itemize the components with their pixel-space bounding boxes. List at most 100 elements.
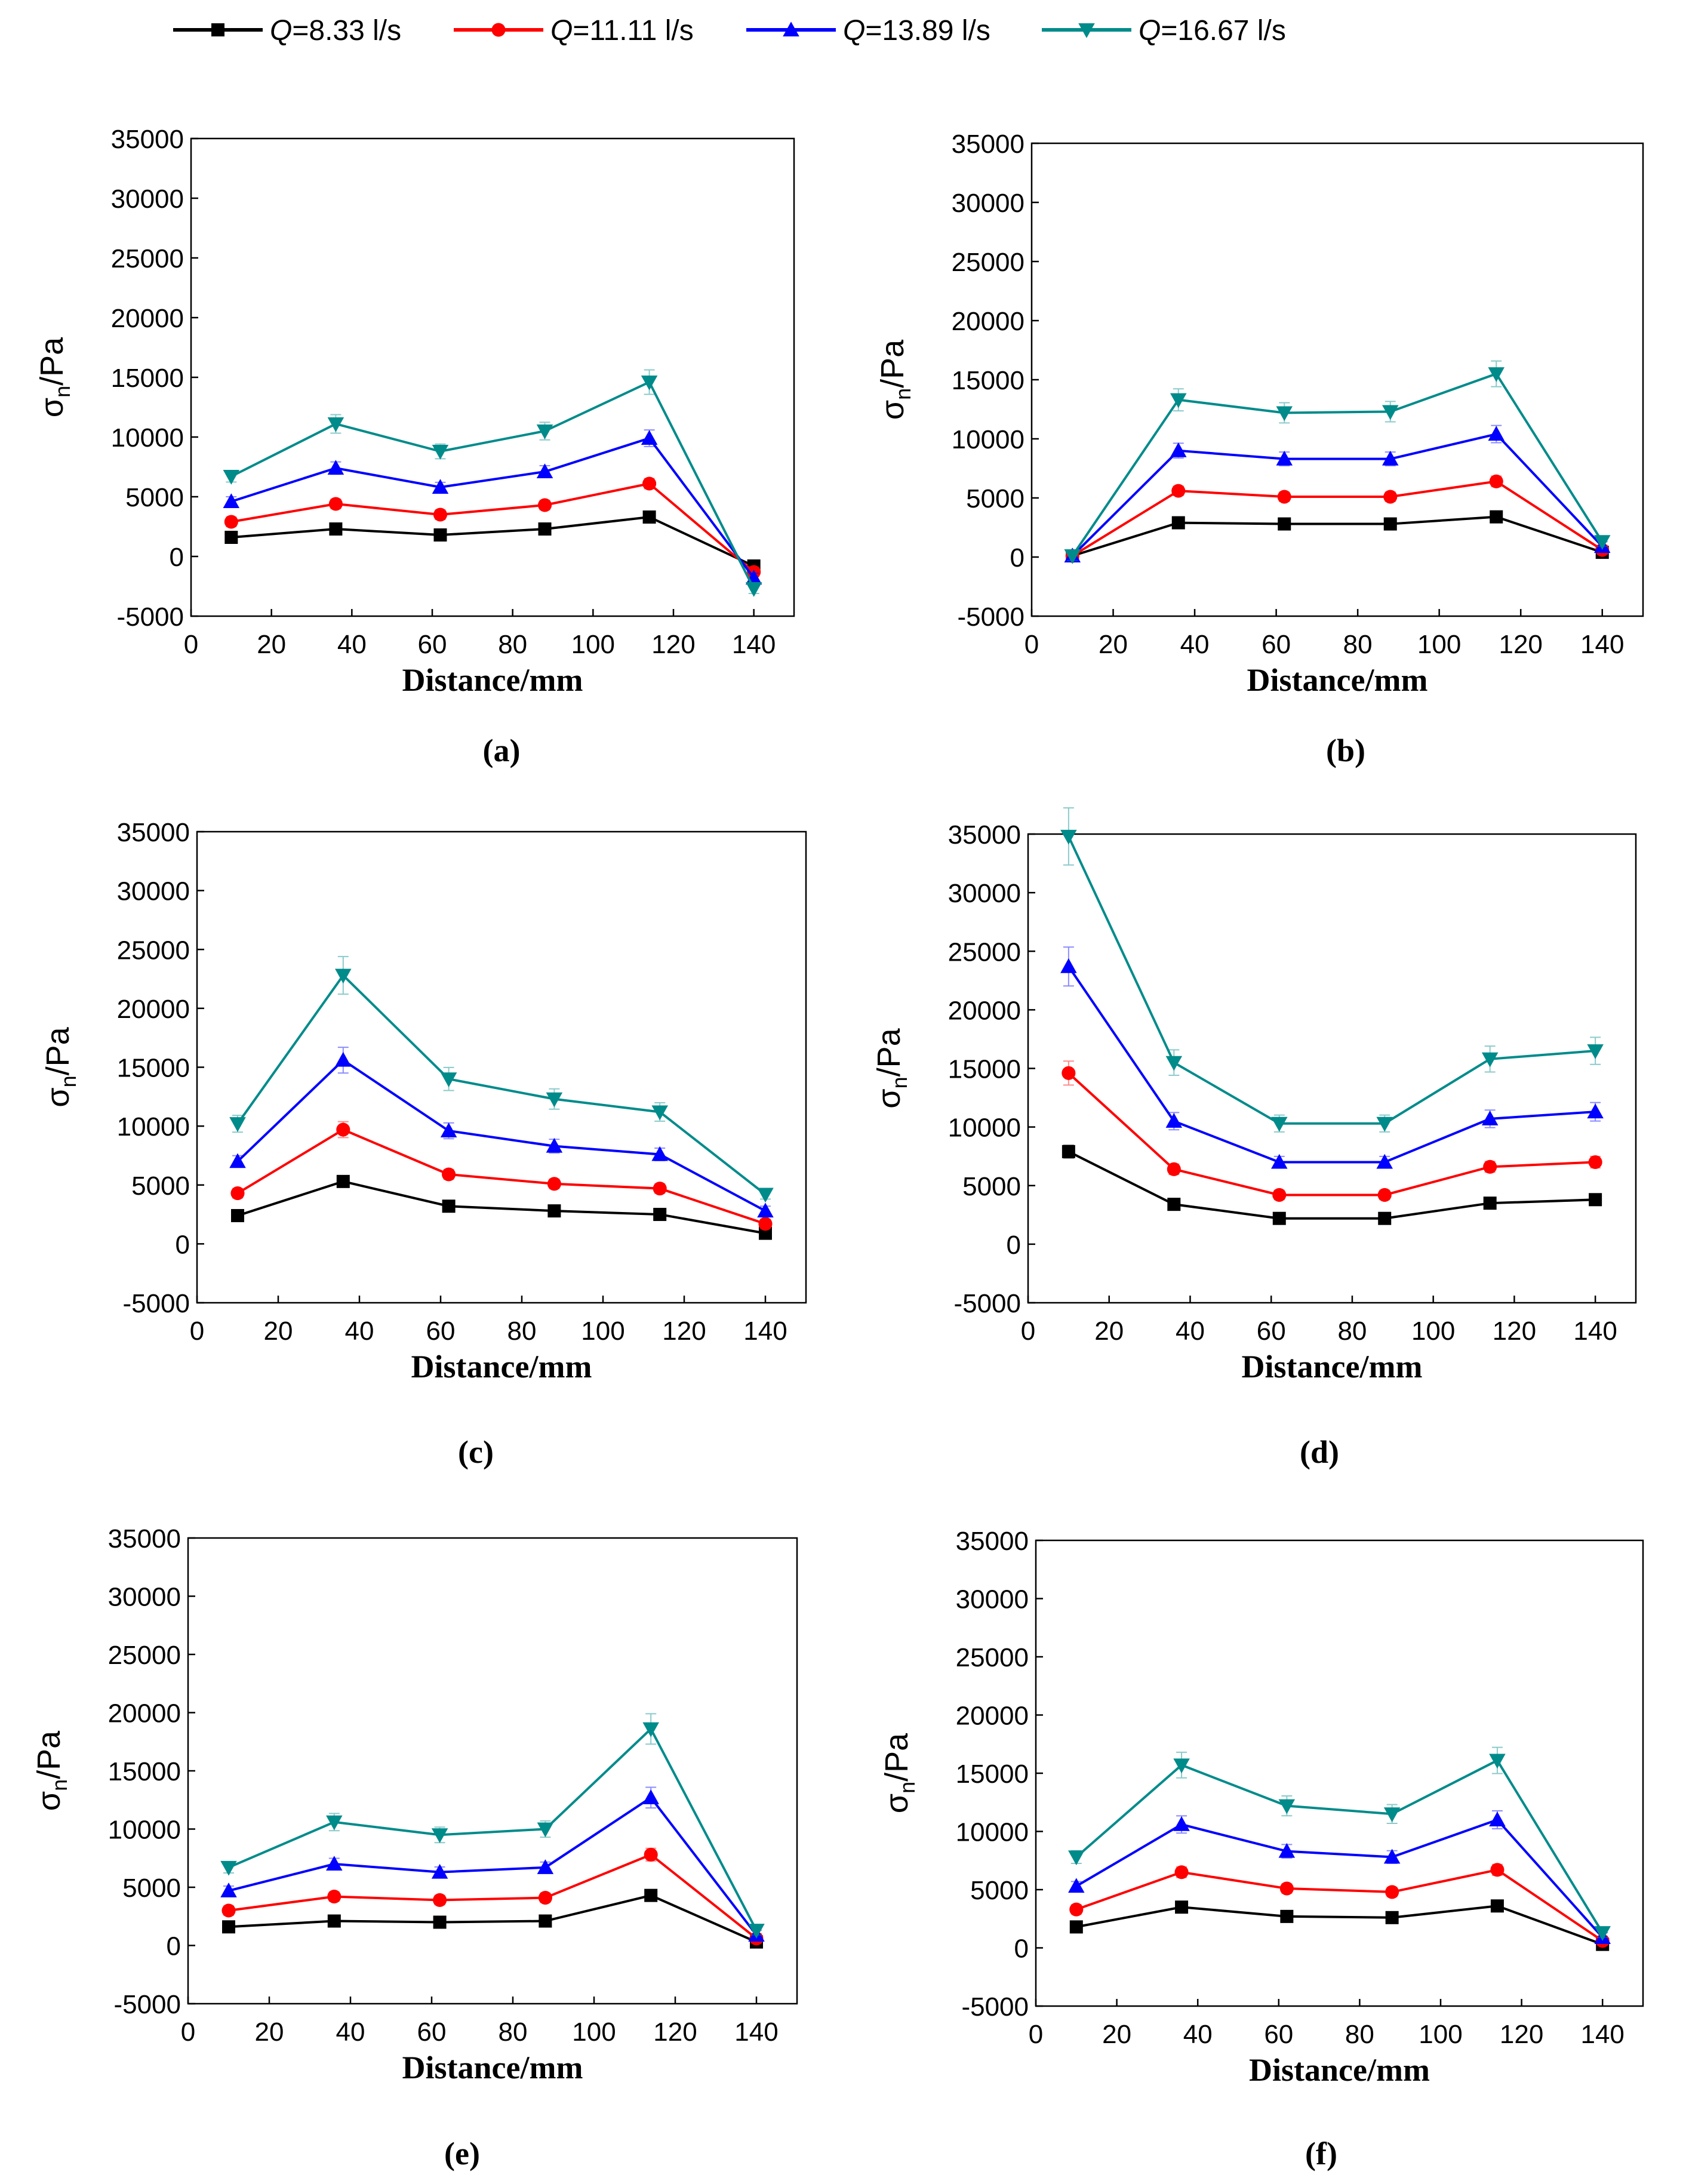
legend-item: Q=11.11 l/s: [454, 15, 694, 47]
y-tick-label: 25000: [956, 1643, 1029, 1672]
data-point: [1589, 1193, 1602, 1207]
x-tick-label: 140: [1573, 1316, 1617, 1346]
y-axis-label-unit: /Pa: [31, 1730, 67, 1779]
data-point: [1588, 1155, 1602, 1170]
data-point: [431, 1863, 448, 1879]
series: [1068, 1746, 1611, 1941]
data-point: [1173, 1816, 1190, 1831]
y-tick-label: 35000: [108, 1524, 181, 1554]
data-point: [1483, 1159, 1497, 1174]
data-point: [1594, 1926, 1611, 1941]
legend-label-text: =8.33 l/s: [292, 15, 401, 47]
y-tick-label: 10000: [952, 425, 1024, 454]
data-point: [1489, 474, 1503, 488]
x-tick-label: 60: [426, 1316, 456, 1346]
data-point: [442, 1167, 456, 1182]
data-point: [1377, 1188, 1392, 1202]
data-point: [748, 1924, 765, 1939]
data-point: [653, 1208, 667, 1222]
chart-panel-a: -500005000100001500020000250003000035000…: [34, 125, 795, 768]
x-tick-label: 20: [1099, 630, 1128, 659]
data-point: [1383, 1848, 1401, 1864]
x-tick-label: 100: [571, 630, 615, 659]
series: [1066, 510, 1609, 563]
data-point: [336, 1122, 350, 1137]
legend-label: Q=8.33 l/s: [270, 15, 401, 47]
data-point: [538, 522, 552, 536]
legend-label: Q=11.11 l/s: [550, 15, 694, 47]
y-axis-label: σn/Pa: [875, 339, 915, 420]
x-tick-label: 120: [651, 630, 695, 659]
y-tick-label: 20000: [117, 995, 190, 1024]
data-point: [442, 1199, 456, 1213]
series-line: [236, 1128, 766, 1225]
y-tick-label: 10000: [956, 1818, 1029, 1847]
data-point: [547, 1204, 561, 1218]
panel-caption: (c): [458, 1434, 494, 1470]
data-point: [547, 1177, 561, 1191]
data-point: [220, 1860, 237, 1876]
data-point: [1278, 1799, 1296, 1814]
plot-frame: [1027, 833, 1637, 1304]
plot-frame: [1030, 142, 1644, 617]
data-point: [335, 1051, 352, 1067]
y-tick-label: 10000: [117, 1112, 190, 1142]
y-tick-label: 15000: [956, 1759, 1029, 1789]
y-axis-label-subscript: n: [895, 1782, 919, 1794]
data-point: [1481, 1052, 1499, 1068]
y-tick-label: 25000: [108, 1641, 181, 1670]
data-point: [223, 470, 240, 485]
series: [1068, 1810, 1611, 1944]
series-line: [231, 515, 755, 567]
plot-frame: [190, 137, 795, 617]
data-point: [327, 417, 344, 432]
y-tick-label: 15000: [952, 366, 1024, 395]
data-point: [1272, 1211, 1286, 1225]
series: [222, 1888, 763, 1949]
data-point: [223, 493, 240, 508]
data-point: [537, 1822, 554, 1838]
y-axis-label-symbol: σ: [40, 1087, 76, 1107]
x-tick-label: 40: [1176, 1316, 1205, 1346]
data-point: [1167, 1198, 1181, 1211]
y-axis-label-symbol: σ: [871, 1088, 907, 1108]
series-line: [230, 380, 755, 589]
y-axis-label-unit: /Pa: [871, 1028, 907, 1076]
legend-label-text: =16.67 l/s: [1161, 15, 1285, 47]
series: [1062, 1144, 1602, 1225]
data-point: [440, 1122, 457, 1138]
data-point: [1276, 450, 1293, 466]
x-tick-label: 140: [743, 1316, 787, 1346]
x-tick-label: 60: [1262, 630, 1291, 659]
y-tick-label: 20000: [108, 1699, 181, 1728]
y-tick-label: 20000: [952, 307, 1024, 336]
x-tick-label: 100: [1419, 2020, 1462, 2049]
series: [1065, 474, 1610, 563]
series-line: [1067, 836, 1596, 1125]
y-tick-label: 35000: [956, 1527, 1029, 1556]
y-tick-label: 5000: [122, 1874, 181, 1903]
series: [1069, 1863, 1610, 1948]
x-tick-label: 20: [255, 2017, 284, 2047]
y-axis-label: σn/Pa: [34, 337, 75, 417]
series: [1062, 1060, 1602, 1202]
data-point: [440, 1072, 457, 1087]
series-line: [228, 1894, 757, 1943]
data-point: [1382, 450, 1399, 466]
data-point: [432, 479, 449, 494]
y-tick-label: 15000: [111, 364, 184, 393]
data-point: [757, 1202, 774, 1218]
x-tick-label: 0: [181, 2017, 195, 2047]
x-tick-label: 80: [507, 1316, 537, 1346]
x-axis-label: Distance/mm: [1249, 2052, 1430, 2088]
y-tick-label: 30000: [111, 184, 184, 214]
legend-marker: [783, 21, 799, 36]
panel-caption: (a): [483, 733, 521, 768]
data-point: [1587, 1103, 1604, 1119]
data-point: [644, 1847, 658, 1862]
x-tick-label: 80: [499, 2017, 528, 2047]
y-tick-label: 0: [167, 1932, 181, 1961]
data-point: [641, 430, 658, 445]
data-point: [1376, 1116, 1393, 1132]
data-point: [1489, 1754, 1506, 1769]
